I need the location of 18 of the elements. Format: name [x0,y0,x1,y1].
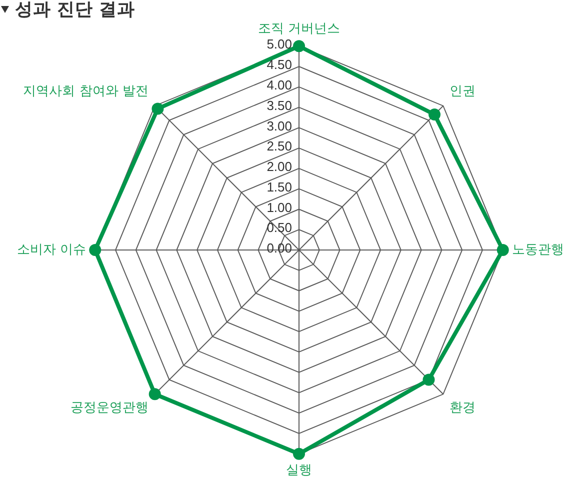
spoke-label: 지역사회 참여와 발전 [23,84,148,100]
y-tick-label: 3.00 [266,118,292,134]
chart-title: 성과 진단 결과 [15,0,136,21]
y-tick-label: 3.50 [266,98,292,113]
y-tick-label: 4.50 [266,57,292,72]
spoke-label: 인권 [450,84,476,100]
y-tick-label: 5.00 [266,36,292,52]
spoke-label: 조직 거버넌스 [258,22,340,37]
spoke-label: 공정운영관행 [70,400,148,416]
y-tick-label: 2.50 [266,138,292,154]
spoke-label: 환경 [450,400,476,416]
y-tick-label: 1.50 [266,179,292,194]
y-tick-label: 1.00 [266,200,292,215]
y-tick-label: 4.00 [266,77,292,92]
spoke-label: 노동관행 [512,242,564,258]
spoke-label: 실행 [286,463,312,478]
spoke-label: 소비자 이슈 [16,242,86,258]
y-tick-label: 2.00 [266,159,292,174]
